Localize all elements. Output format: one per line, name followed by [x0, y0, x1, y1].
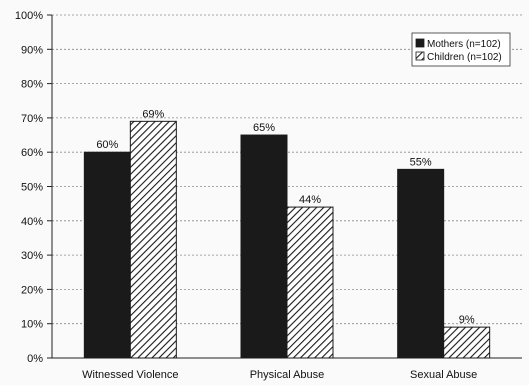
category-label: Sexual Abuse: [410, 369, 477, 381]
bars: [83, 120, 491, 359]
y-tick-label: 100%: [15, 10, 43, 22]
legend: Mothers (n=102) Children (n=102): [411, 32, 511, 67]
y-tick-label: 10%: [21, 319, 43, 331]
data-label: 60%: [96, 139, 118, 151]
y-tick-label: 50%: [21, 182, 43, 194]
y-tick-label: 40%: [21, 216, 43, 228]
x-axis-labels: Witnessed Violence Physical Abuse Sexual A…: [82, 369, 477, 381]
data-labels: 60% 69% 65% 44% 55% 9%: [96, 108, 475, 326]
y-tick-label: 90%: [21, 44, 43, 56]
bar-children: [286, 206, 334, 359]
legend-label: Mothers (n=102): [427, 39, 501, 50]
legend-box: [411, 32, 511, 67]
y-tick-label: 60%: [21, 147, 43, 159]
bar-mothers: [83, 151, 131, 359]
bar-children: [443, 326, 491, 359]
legend-swatch: [415, 51, 425, 61]
bar-mothers: [397, 168, 445, 359]
data-label: 55%: [410, 156, 432, 168]
y-tick-label: 80%: [21, 79, 43, 91]
data-label: 65%: [253, 122, 275, 134]
data-label: 69%: [142, 108, 164, 120]
y-tick-label: 70%: [21, 113, 43, 125]
legend-swatch: [415, 38, 425, 48]
category-label: Physical Abuse: [250, 369, 325, 381]
bar-mothers: [240, 134, 288, 359]
y-tick-label: 20%: [21, 284, 43, 296]
bar-children: [129, 120, 177, 359]
data-label: 44%: [299, 194, 321, 206]
y-tick-label: 30%: [21, 250, 43, 262]
legend-label: Children (n=102): [427, 52, 502, 63]
data-label: 9%: [459, 314, 475, 326]
y-tick-label: 0%: [27, 353, 43, 365]
category-label: Witnessed Violence: [82, 369, 178, 381]
